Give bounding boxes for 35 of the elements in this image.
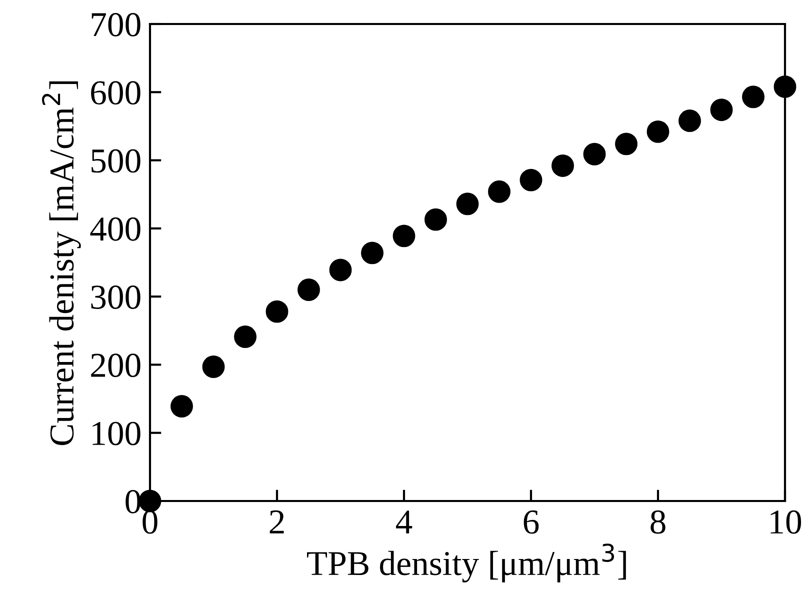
point (456, 192, 479, 216)
point (552, 154, 574, 177)
point (298, 278, 320, 301)
point (615, 132, 638, 156)
point (488, 180, 510, 203)
point (520, 168, 542, 192)
point (266, 300, 288, 323)
point (774, 75, 796, 98)
y-tick-label: 300 (91, 286, 140, 309)
point (234, 326, 256, 348)
y-axis-title: Current denisty [mA/cm$^{2}$] (42, 81, 81, 446)
point (170, 395, 193, 418)
point (710, 98, 733, 122)
y-tick-label: 700 (92, 12, 140, 36)
point (361, 242, 384, 264)
point (424, 208, 447, 231)
y-tick-label: 100 (92, 422, 140, 446)
y-tick-label: 500 (92, 149, 140, 173)
x-tick-label: 2 (270, 510, 284, 534)
point (678, 110, 701, 132)
point (646, 120, 670, 143)
y-tick-label: 200 (91, 354, 140, 378)
point (742, 86, 764, 108)
x-tick-label: 6 (524, 510, 539, 534)
x-tick-label: 8 (650, 510, 666, 534)
x-tick-label: 4 (396, 510, 412, 534)
x-axis-title: TPB density [μm/μm$^{3}$] (307, 544, 626, 582)
point (138, 490, 162, 512)
point (392, 224, 416, 248)
x-tick-label: 10 (770, 510, 802, 534)
point (329, 258, 352, 282)
point (583, 142, 606, 166)
y-tick-label: 400 (90, 217, 140, 241)
y-tick-label: 600 (91, 81, 140, 105)
point (202, 356, 225, 378)
